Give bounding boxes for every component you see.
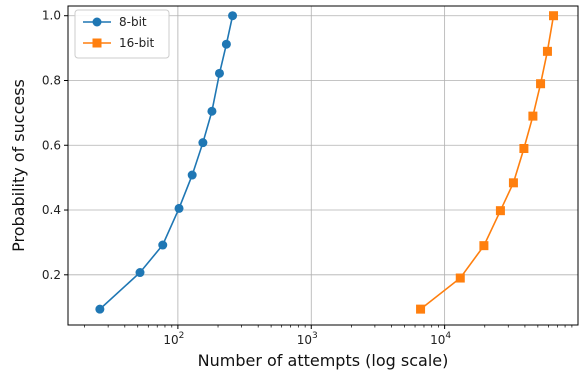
legend: 8-bit 16-bit	[74, 9, 170, 59]
data-point	[519, 143, 529, 153]
data-point	[528, 111, 538, 121]
x-tick-label: 104	[430, 331, 451, 347]
data-point	[536, 79, 546, 89]
y-tick-label: 1.0	[42, 9, 61, 23]
y-axis-label: Probability of success	[9, 79, 28, 252]
legend-label: 8-bit	[119, 15, 147, 29]
series-line-0	[99, 15, 234, 310]
series-layer	[95, 11, 559, 314]
data-point	[416, 304, 426, 314]
data-point	[495, 206, 505, 216]
x-tick-label: 102	[163, 331, 184, 347]
data-point	[221, 39, 231, 49]
data-point	[228, 11, 238, 21]
plot-frame	[67, 5, 579, 326]
y-tick-label: 0.6	[42, 138, 61, 152]
data-point	[95, 304, 105, 314]
data-point	[549, 11, 559, 21]
data-point	[214, 68, 224, 78]
data-point	[207, 106, 217, 116]
data-point	[479, 241, 489, 251]
data-point	[198, 138, 208, 148]
x-axis-label: Number of attempts (log scale)	[198, 351, 449, 370]
axis-ticks: 0.2 0.4 0.6 0.8 1.0 102 103 104	[42, 9, 573, 347]
y-tick-label: 0.8	[42, 73, 61, 87]
x-tick-label: 103	[297, 331, 318, 347]
series-line-1	[420, 15, 555, 310]
data-point	[187, 170, 197, 180]
legend-marker	[92, 17, 102, 27]
data-point	[542, 46, 552, 56]
data-point	[508, 178, 518, 188]
data-point	[455, 273, 465, 283]
legend-marker	[92, 38, 102, 48]
data-point	[135, 268, 145, 278]
data-point	[174, 203, 184, 213]
legend-label: 16-bit	[119, 36, 155, 50]
y-tick-label: 0.4	[42, 203, 61, 217]
y-tick-label: 0.2	[42, 268, 61, 282]
data-point	[158, 240, 168, 250]
